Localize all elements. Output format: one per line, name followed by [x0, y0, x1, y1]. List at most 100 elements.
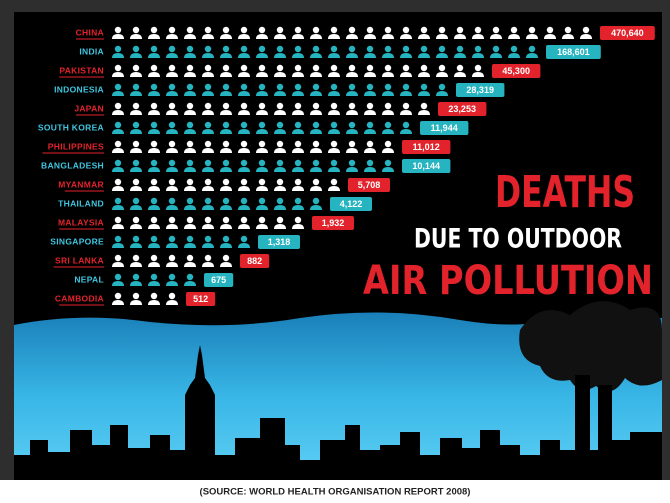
person-icon-head [115, 217, 121, 223]
country-label: NEPAL [74, 274, 104, 284]
person-icon-head [421, 103, 427, 109]
deaths-label: 1,932 [322, 218, 345, 228]
person-icon-head [259, 179, 265, 185]
person-icon-head [367, 84, 373, 90]
country-label: SOUTH KOREA [38, 122, 104, 132]
deaths-label: 675 [211, 275, 226, 285]
person-icon-head [259, 103, 265, 109]
person-icon-head [151, 160, 157, 166]
country-label: CHINA [76, 27, 104, 37]
person-icon-head [115, 65, 121, 71]
person-icon-head [241, 65, 247, 71]
person-icon-head [313, 179, 319, 185]
person-icon-head [115, 27, 121, 33]
person-icon-head [475, 46, 481, 52]
person-icon-head [259, 122, 265, 128]
person-icon-head [115, 179, 121, 185]
person-icon-head [169, 103, 175, 109]
person-icon-head [277, 198, 283, 204]
person-icon-head [241, 122, 247, 128]
person-icon-head [115, 255, 121, 261]
person-icon-head [259, 27, 265, 33]
person-icon-head [133, 179, 139, 185]
infographic: (SOURCE: WORLD HEALTH ORGANISATION REPOR… [0, 0, 670, 503]
person-icon-head [133, 122, 139, 128]
person-icon-head [295, 122, 301, 128]
person-icon-head [205, 179, 211, 185]
person-icon-head [223, 84, 229, 90]
person-icon-head [331, 84, 337, 90]
person-icon-head [151, 27, 157, 33]
person-icon-head [151, 179, 157, 185]
person-icon-head [169, 236, 175, 242]
person-icon-head [295, 46, 301, 52]
person-icon-head [511, 27, 517, 33]
title-line-3: AIR POLLUTION [363, 258, 653, 304]
person-icon-head [133, 46, 139, 52]
person-icon-head [259, 65, 265, 71]
person-icon-head [349, 103, 355, 109]
person-icon-head [115, 141, 121, 147]
person-icon-head [349, 160, 355, 166]
person-icon-head [187, 217, 193, 223]
country-label: MYANMAR [58, 179, 104, 189]
deaths-label: 10,144 [412, 161, 440, 171]
person-icon-head [151, 217, 157, 223]
person-icon-head [205, 84, 211, 90]
person-icon-head [421, 27, 427, 33]
deaths-label: 11,944 [431, 123, 458, 133]
person-icon-head [583, 27, 589, 33]
person-icon-head [367, 122, 373, 128]
person-icon-head [349, 65, 355, 71]
person-icon-head [277, 27, 283, 33]
person-icon-head [205, 27, 211, 33]
person-icon-head [133, 255, 139, 261]
country-label: CAMBODIA [55, 293, 104, 303]
person-icon-head [133, 274, 139, 280]
person-icon-head [187, 103, 193, 109]
person-icon-head [241, 236, 247, 242]
person-icon-head [349, 27, 355, 33]
person-icon-head [223, 27, 229, 33]
person-icon-head [313, 198, 319, 204]
person-icon-head [223, 198, 229, 204]
person-icon-head [223, 103, 229, 109]
person-icon-head [277, 122, 283, 128]
person-icon-head [133, 217, 139, 223]
person-icon-head [295, 141, 301, 147]
person-icon-head [259, 84, 265, 90]
person-icon-head [223, 236, 229, 242]
person-icon-head [385, 141, 391, 147]
person-icon-head [313, 122, 319, 128]
person-icon-head [403, 65, 409, 71]
person-icon-head [493, 27, 499, 33]
person-icon-head [295, 27, 301, 33]
person-icon-head [439, 65, 445, 71]
person-icon-head [169, 198, 175, 204]
person-icon-head [529, 27, 535, 33]
person-icon-head [349, 141, 355, 147]
person-icon-head [457, 27, 463, 33]
person-icon-head [133, 27, 139, 33]
person-icon-head [169, 274, 175, 280]
person-icon-head [277, 179, 283, 185]
person-icon-head [133, 160, 139, 166]
person-icon-head [241, 141, 247, 147]
person-icon-head [205, 255, 211, 261]
country-label: BANGLADESH [41, 160, 104, 170]
person-icon-head [421, 46, 427, 52]
person-icon-head [241, 217, 247, 223]
person-icon-head [187, 179, 193, 185]
person-icon-head [547, 27, 553, 33]
person-icon-head [205, 236, 211, 242]
person-icon-head [133, 103, 139, 109]
person-icon-head [241, 198, 247, 204]
person-icon-head [349, 84, 355, 90]
person-icon-head [457, 65, 463, 71]
person-icon-head [439, 84, 445, 90]
person-icon-head [205, 217, 211, 223]
person-icon-head [457, 46, 463, 52]
person-icon-head [385, 65, 391, 71]
person-icon-head [169, 293, 175, 299]
person-icon-head [187, 274, 193, 280]
